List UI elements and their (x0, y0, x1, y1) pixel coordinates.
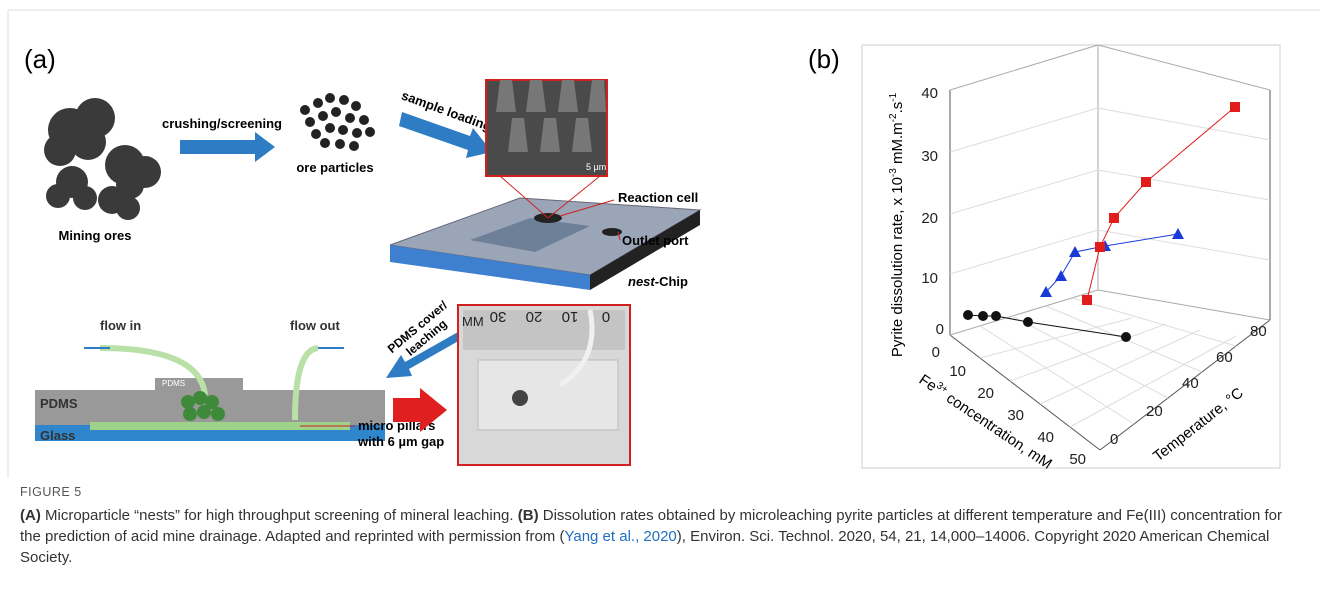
layer-label: Glass (40, 428, 75, 443)
pillar-line: with 6 µm gap (357, 434, 444, 449)
series-red (1082, 102, 1240, 305)
cross-section (35, 348, 385, 441)
part-label: (B) (518, 507, 539, 524)
page: (a) Mining ores crushing/screening ore p… (0, 0, 1320, 594)
figure-label: FIGURE 5 (20, 482, 1305, 503)
layer-label: PDMS (40, 396, 78, 411)
chip-label-italic: nest (628, 274, 655, 289)
caption-part: Microparticle “nests” for high throughpu… (45, 507, 514, 524)
chip-label: nest-Chip (628, 274, 688, 289)
ruler-mark: 10 (562, 308, 579, 325)
x-tick-label: 50 (1069, 451, 1086, 468)
x-tick-label: 40 (1037, 429, 1054, 446)
mining-ores (44, 98, 161, 220)
flow-label: flow in (100, 318, 141, 333)
caption-text: (A) Microparticle “nests” for high throu… (20, 505, 1305, 568)
chip-label-rest: -Chip (655, 274, 688, 289)
z-axis-title: Pyrite dissolution rate, x 10-3 mM.m-2.s… (888, 92, 906, 357)
arrow (180, 132, 275, 162)
scale-bar: 5 µm (586, 162, 606, 172)
y-tick-label: 20 (1146, 403, 1163, 420)
figure: (a) Mining ores crushing/screening ore p… (0, 0, 1320, 478)
y-tick-label: 60 (1216, 349, 1233, 366)
x-tick-label: 20 (977, 385, 994, 402)
panel-label: (b) (808, 44, 840, 74)
series-black (963, 310, 1131, 342)
x-tick-label: 0 (932, 344, 940, 361)
z-title-part: mM.m (889, 122, 906, 168)
panel-label: (a) (24, 44, 56, 74)
x-tick-label: 30 (1007, 407, 1024, 424)
y-tick-label: 80 (1250, 323, 1267, 340)
photo (458, 305, 630, 465)
sem-inset: 5 µm (486, 80, 607, 176)
caption: FIGURE 5 (A) Microparticle “nests” for h… (20, 482, 1305, 568)
part-label: Outlet port (622, 233, 689, 248)
z-tick-label: 40 (921, 85, 938, 102)
flow-label: flow out (290, 318, 340, 333)
z-tick-label: 10 (921, 270, 938, 287)
part-label: Reaction cell (618, 190, 698, 205)
z-title-part: Pyrite dissolution rate, x 10 (889, 177, 906, 357)
x-tick-label: 10 (949, 363, 966, 380)
ruler-mark: 0 (602, 308, 610, 325)
caption-label: Mining ores (59, 228, 132, 243)
series-blue (1040, 228, 1184, 297)
z-tick-label: 20 (921, 210, 938, 227)
part-label: (A) (20, 507, 41, 524)
z-tick-label: 0 (936, 321, 944, 338)
y-tick-label: 0 (1110, 431, 1118, 448)
layer-label: PDMS (162, 379, 185, 388)
grid (950, 108, 1270, 427)
axes-box (950, 45, 1270, 450)
z-title-part: .s (889, 102, 906, 114)
ore-particles (300, 93, 375, 151)
caption-label: ore particles (296, 160, 373, 175)
z-tick-label: 30 (921, 148, 938, 165)
step-label: crushing/screening (162, 116, 282, 131)
x-title-part: Fe (916, 371, 940, 395)
ruler-mark: 20 (526, 308, 543, 325)
ruler-mark: 30 (490, 308, 507, 325)
citation-link[interactable]: Yang et al., 2020 (564, 528, 676, 545)
y-tick-label: 40 (1182, 375, 1199, 392)
ruler-unit: MM (462, 314, 484, 329)
z-title-sup: -1 (888, 92, 899, 101)
